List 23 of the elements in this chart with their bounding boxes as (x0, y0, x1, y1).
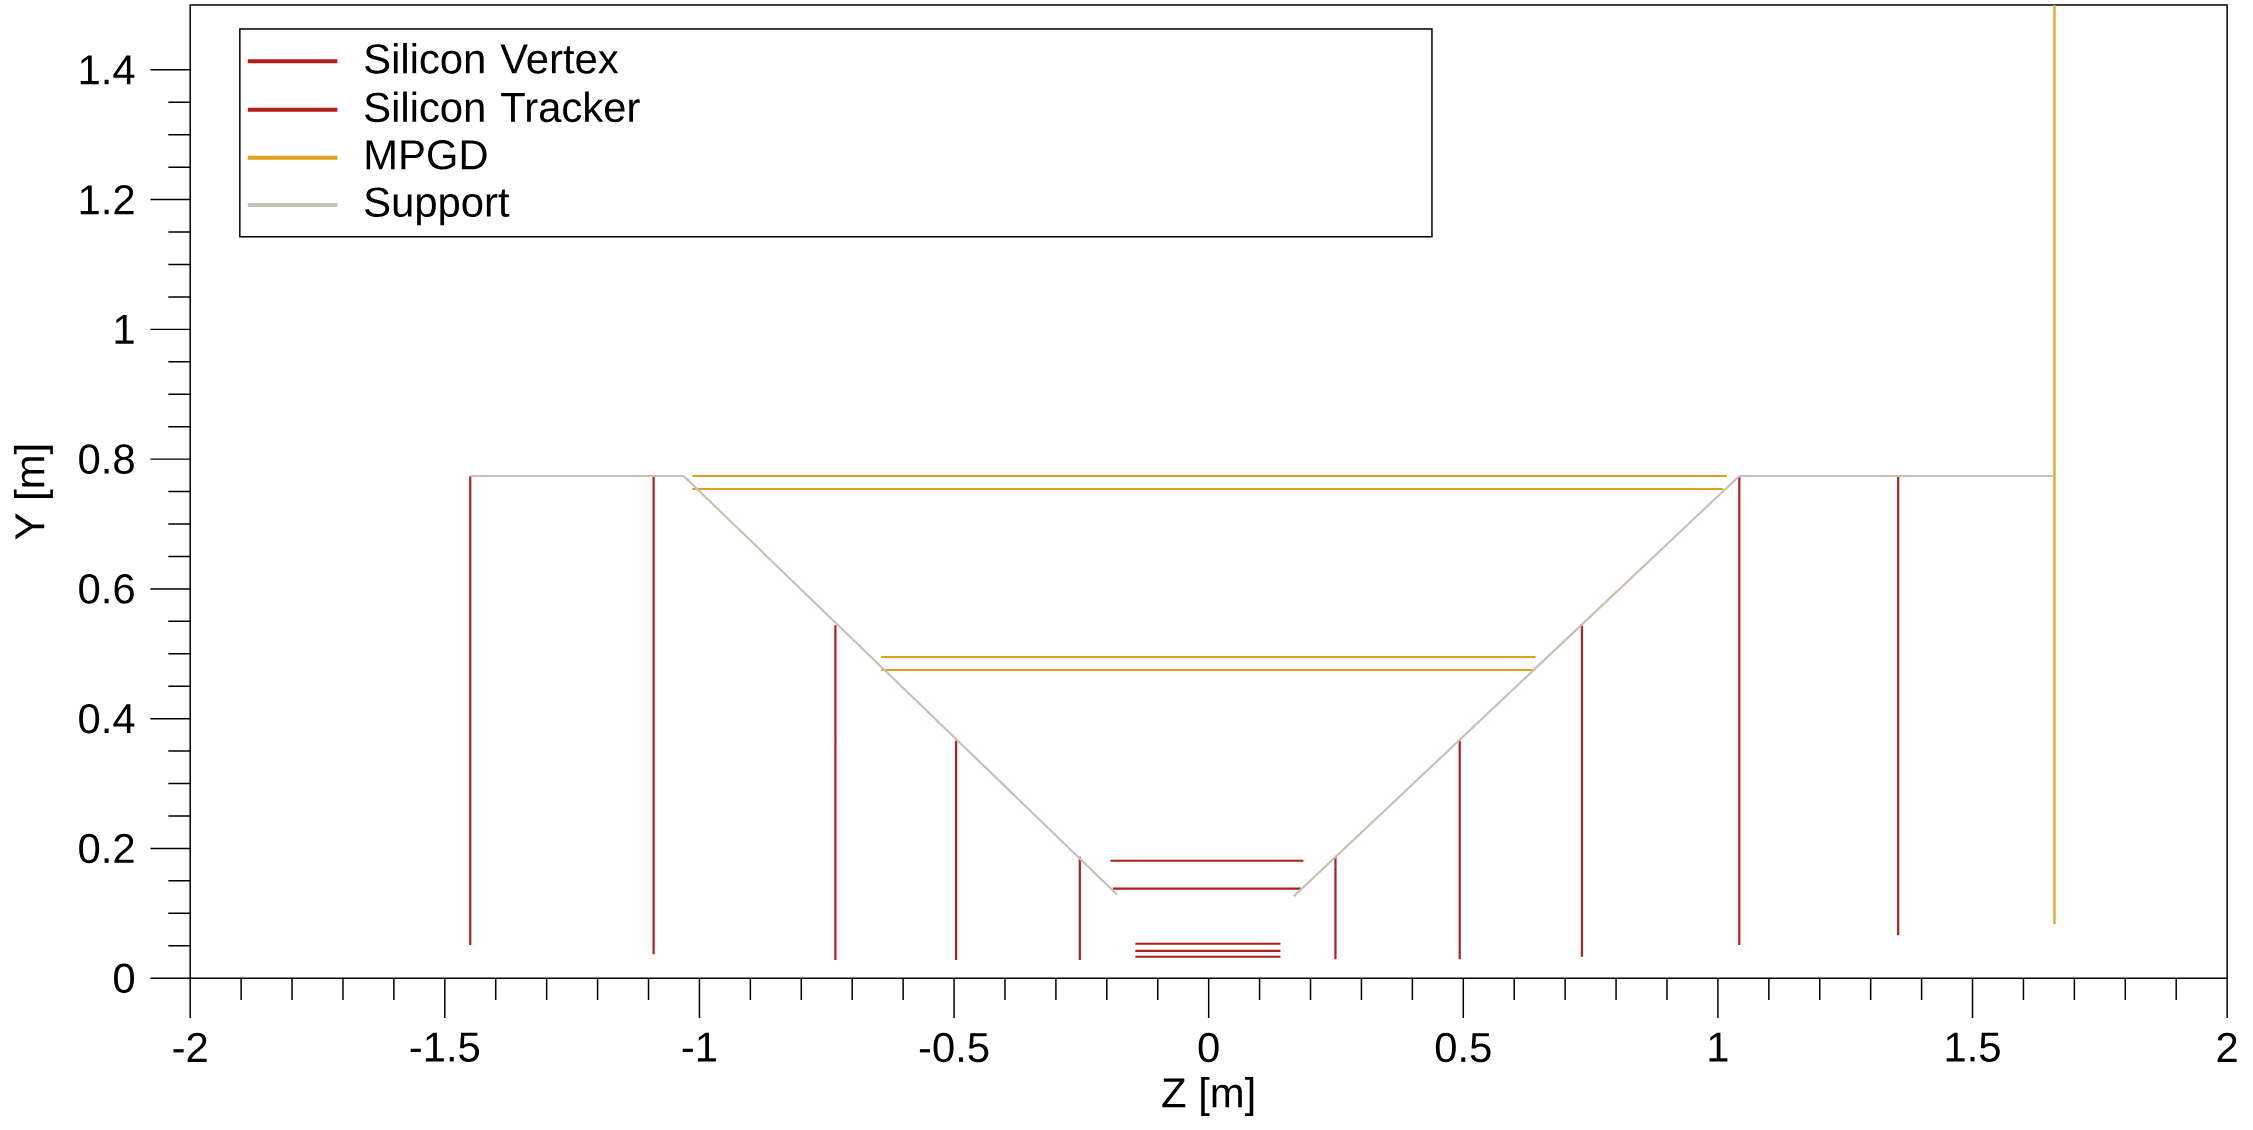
legend-label: Support (365, 187, 510, 226)
x-axis-title: Z [m] (1162, 1077, 1254, 1117)
x-tick-label: 2 (2217, 1032, 2237, 1062)
x-tick-label: -1 (682, 1032, 716, 1062)
x-tick-label: 0.5 (1435, 1032, 1491, 1063)
x-tick-label: 1 (1709, 1032, 1728, 1062)
x-tick-label: -1.5 (410, 1032, 480, 1062)
y-tick-label: 1.2 (80, 185, 134, 215)
y-tick-label: 0 (114, 963, 135, 994)
x-tick-label: 1.5 (1946, 1032, 2000, 1062)
y-tick-label: 0.6 (79, 574, 134, 604)
y-tick-label: 0.8 (79, 444, 134, 474)
x-tick-label: 0 (1198, 1032, 1219, 1063)
x-tick-label: -2 (173, 1032, 207, 1062)
legend-label: MPGD (366, 140, 487, 170)
y-tick-label: 1.4 (80, 55, 135, 85)
legend-label: Silicon Tracker (365, 91, 640, 123)
y-tick-label: 0.4 (79, 703, 135, 734)
y-axis-title: Y [m] (13, 445, 53, 540)
x-tick-label: -0.5 (919, 1032, 989, 1063)
legend-label: Silicon Vertex (365, 43, 619, 74)
y-tick-label: 1 (115, 315, 134, 344)
y-tick-label: 0.2 (79, 833, 134, 864)
